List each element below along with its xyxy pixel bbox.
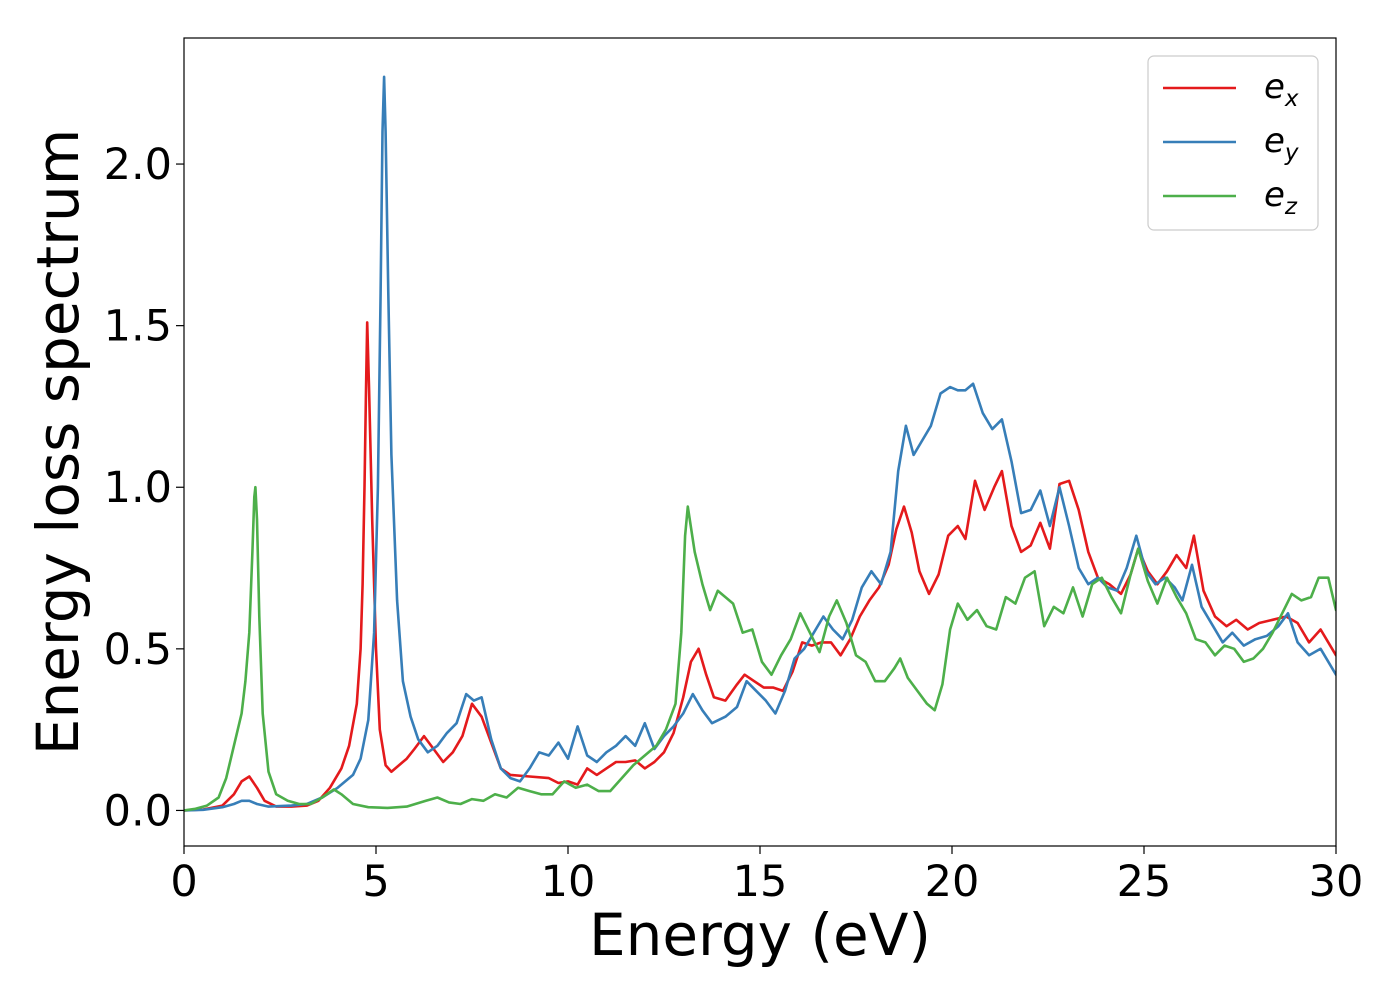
legend: ex ey ez	[1147, 55, 1319, 231]
y-tick-label: 0.5	[104, 625, 172, 675]
series-line-z	[184, 485, 1336, 812]
legend-label-x: ex	[1264, 67, 1299, 112]
series-layer	[184, 75, 1336, 812]
y-tick-label: 2.0	[104, 140, 172, 190]
x-axis-title: Energy (eV)	[589, 901, 931, 969]
x-axis-ticks: 0 5 10 15 20 25 30	[170, 846, 1363, 907]
x-tick-label: 20	[925, 857, 980, 907]
x-tick-label: 25	[1117, 857, 1172, 907]
legend-label-y: ey	[1264, 121, 1299, 166]
y-tick-label: 0.0	[104, 786, 172, 836]
legend-label-z: ez	[1264, 175, 1298, 220]
series-line-y	[184, 75, 1336, 812]
x-tick-label: 5	[362, 857, 389, 907]
x-tick-label: 15	[733, 857, 788, 907]
x-tick-label: 30	[1309, 857, 1364, 907]
x-tick-label: 10	[541, 857, 596, 907]
y-axis-title: Energy loss spectrum	[24, 129, 92, 755]
y-axis-ticks: 0.0 0.5 1.0 1.5 2.0	[104, 140, 184, 836]
y-tick-label: 1.0	[104, 463, 172, 513]
x-tick-label: 0	[170, 857, 197, 907]
y-tick-label: 1.5	[104, 302, 172, 352]
